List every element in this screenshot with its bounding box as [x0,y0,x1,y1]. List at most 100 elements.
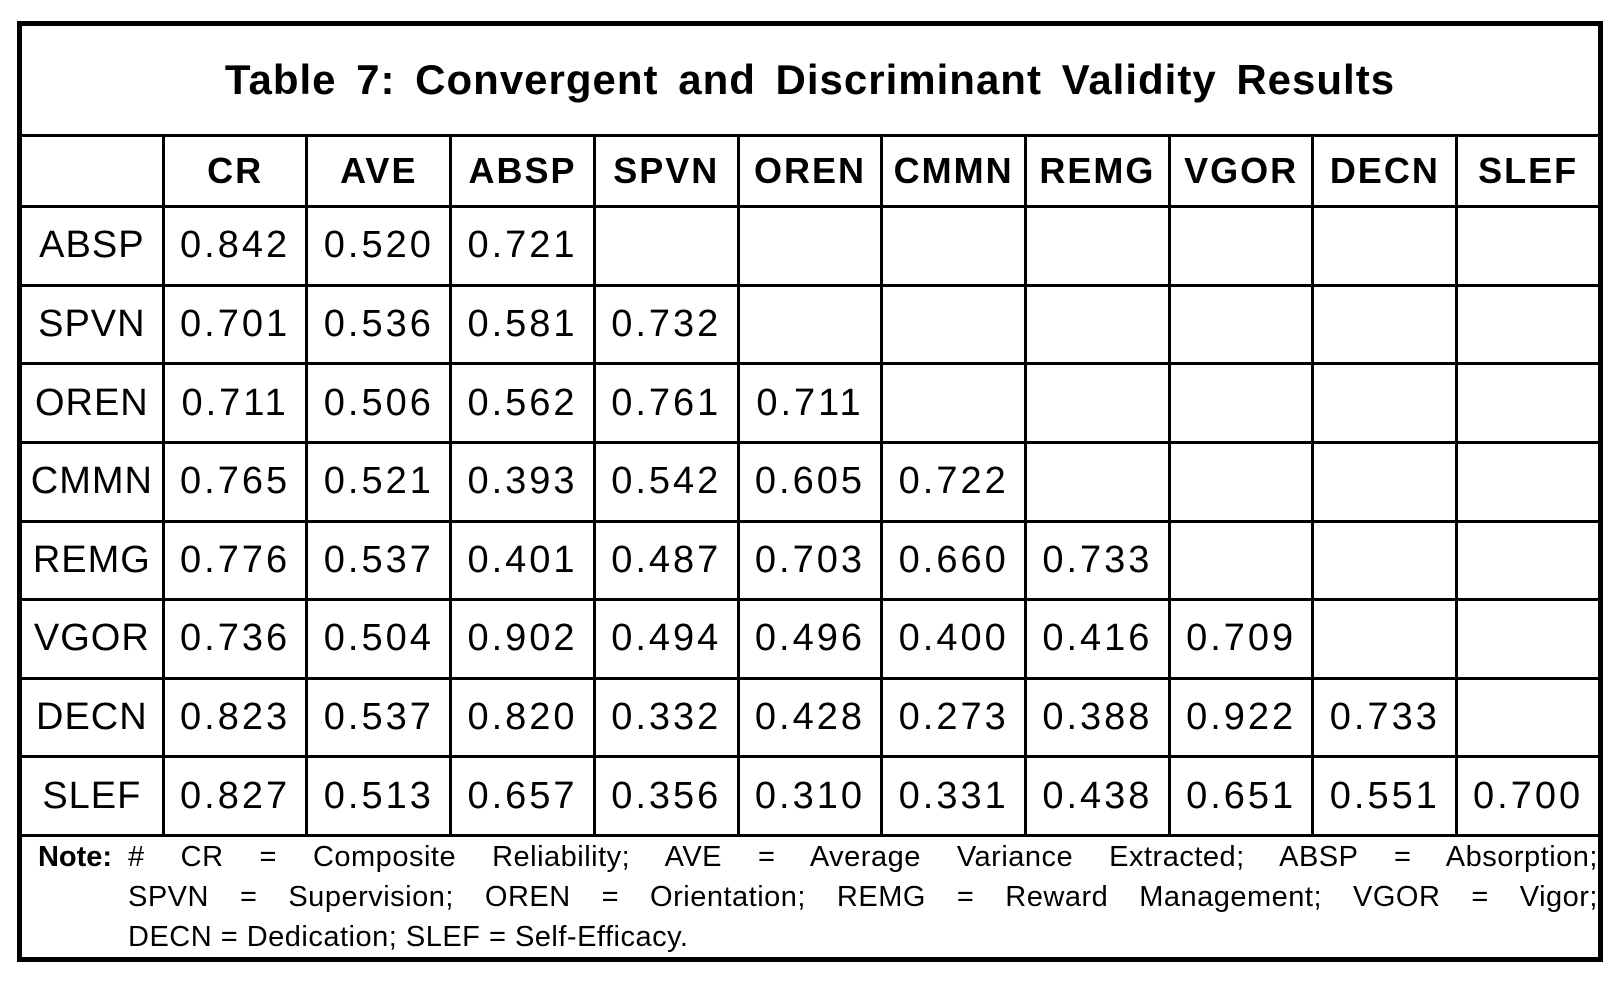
value-cell: 0.701 [161,283,309,366]
matrix-row-slef: SLEF 0.827 0.513 0.657 0.356 0.310 0.331 0.438 0… [18,755,1602,837]
col-header-blank [18,134,165,208]
value-cell [1311,519,1459,602]
value-cell: 0.428 [736,676,884,759]
table-foot: Note: # CR = Composite Reliability; AVE … [18,834,1602,961]
value-cell: 0.922 [1167,676,1315,759]
note-content: # CR = Composite Reliability; AVE = Aver… [128,839,1598,957]
value-cell: 0.761 [592,362,740,444]
value-cell [1311,440,1459,523]
value-cell: 0.356 [592,755,740,837]
value-cell: 0.732 [592,283,740,366]
value-cell [1311,362,1459,444]
row-label-cmmn: CMMN [18,440,165,523]
row-label-slef: SLEF [18,755,165,837]
value-cell: 0.310 [736,755,884,837]
value-cell: 0.496 [736,598,884,680]
value-cell: 0.401 [449,519,596,602]
value-cell: 0.711 [161,362,309,444]
value-cell [1167,519,1315,602]
value-cell: 0.562 [449,362,596,444]
value-cell [1167,205,1315,287]
note-line-1: # CR = Composite Reliability; AVE = Aver… [128,841,1598,873]
value-cell: 0.703 [736,519,884,602]
value-cell: 0.542 [592,440,740,523]
value-cell [1311,205,1459,287]
table-title: Table 7: Convergent and Discriminant Val… [18,22,1602,137]
table-head: Table 7: Convergent and Discriminant Val… [18,22,1602,208]
header-row: CR AVE ABSP SPVN OREN CMMN REMG VGOR DEC… [18,134,1602,208]
validity-table: Table 7: Convergent and Discriminant Val… [17,21,1603,962]
value-cell: 0.521 [305,440,453,523]
row-label-spvn: SPVN [18,283,165,366]
col-header-vgor: VGOR [1167,134,1315,208]
value-cell: 0.537 [305,519,453,602]
value-cell [880,205,1028,287]
value-cell [1024,283,1171,366]
value-cell: 0.513 [305,755,453,837]
value-cell: 0.504 [305,598,453,680]
matrix-body: ABSP 0.842 0.520 0.721 SPVN 0.701 0.536 0.581 0.… [18,205,1602,837]
value-cell: 0.388 [1024,676,1171,759]
value-cell: 0.506 [305,362,453,444]
col-header-slef: SLEF [1455,134,1602,208]
value-cell: 0.605 [736,440,884,523]
value-cell: 0.657 [449,755,596,837]
value-cell: 0.400 [880,598,1028,680]
value-cell: 0.487 [592,519,740,602]
value-cell [1455,362,1602,444]
row-label-vgor: VGOR [18,598,165,680]
value-cell: 0.536 [305,283,453,366]
value-cell [880,362,1028,444]
value-cell: 0.842 [161,205,309,287]
col-header-ave: AVE [305,134,453,208]
value-cell [1455,440,1602,523]
col-header-oren: OREN [736,134,884,208]
col-header-remg: REMG [1024,134,1171,208]
title-row: Table 7: Convergent and Discriminant Val… [18,22,1602,137]
value-cell: 0.733 [1024,519,1171,602]
value-cell [1024,362,1171,444]
value-cell [736,205,884,287]
note-cell: Note: # CR = Composite Reliability; AVE … [18,834,1602,961]
value-cell [1455,283,1602,366]
value-cell: 0.331 [880,755,1028,837]
value-cell [1455,205,1602,287]
value-cell: 0.520 [305,205,453,287]
value-cell [1024,205,1171,287]
note-row: Note: # CR = Composite Reliability; AVE … [18,834,1602,961]
value-cell: 0.660 [880,519,1028,602]
value-cell [1167,362,1315,444]
matrix-row-remg: REMG 0.776 0.537 0.401 0.487 0.703 0.660 0.733 [18,519,1602,602]
note-line-2: SPVN = Supervision; OREN = Orientation; … [128,881,1598,913]
value-cell [1167,440,1315,523]
value-cell: 0.722 [880,440,1028,523]
matrix-row-oren: OREN 0.711 0.506 0.562 0.761 0.711 [18,362,1602,444]
value-cell: 0.776 [161,519,309,602]
value-cell: 0.765 [161,440,309,523]
value-cell: 0.700 [1455,755,1602,837]
value-cell: 0.393 [449,440,596,523]
value-cell: 0.273 [880,676,1028,759]
value-cell: 0.733 [1311,676,1459,759]
value-cell: 0.551 [1311,755,1459,837]
value-cell: 0.823 [161,676,309,759]
value-cell: 0.736 [161,598,309,680]
matrix-row-vgor: VGOR 0.736 0.504 0.902 0.494 0.496 0.400 0.416 0… [18,598,1602,680]
matrix-row-cmmn: CMMN 0.765 0.521 0.393 0.542 0.605 0.722 [18,440,1602,523]
note-line-3: DECN = Dedication; SLEF = Self-Efficacy. [128,921,689,953]
value-cell [736,283,884,366]
value-cell: 0.709 [1167,598,1315,680]
validity-table-frame: Table 7: Convergent and Discriminant Val… [17,21,1603,962]
value-cell: 0.902 [449,598,596,680]
value-cell: 0.332 [592,676,740,759]
value-cell: 0.438 [1024,755,1171,837]
row-label-oren: OREN [18,362,165,444]
value-cell: 0.581 [449,283,596,366]
value-cell [1024,440,1171,523]
value-cell: 0.721 [449,205,596,287]
value-cell: 0.827 [161,755,309,837]
value-cell [1311,598,1459,680]
value-cell [592,205,740,287]
row-label-absp: ABSP [18,205,165,287]
col-header-decn: DECN [1311,134,1459,208]
